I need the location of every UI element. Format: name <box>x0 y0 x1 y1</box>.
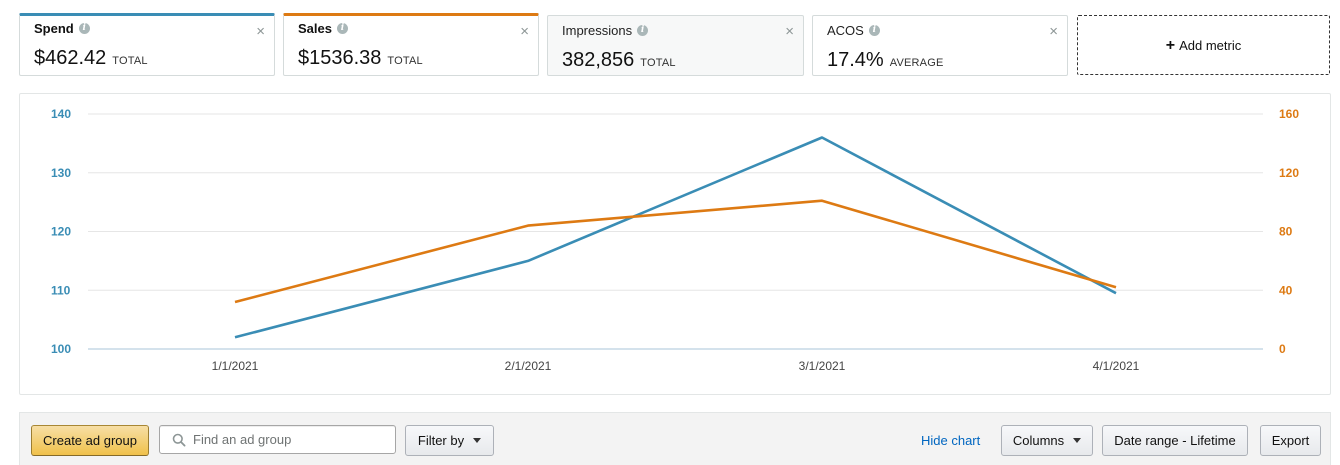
metric-label: Impressions <box>562 23 633 38</box>
date-range-button[interactable]: Date range - Lifetime <box>1102 425 1248 456</box>
metric-header: Sales i <box>298 21 348 36</box>
ad-group-toolbar: Create ad group Filter by Hide chart Col… <box>19 412 1331 465</box>
columns-label: Columns <box>1012 433 1065 448</box>
metric-value-row: 382,856 TOTAL <box>562 49 676 72</box>
x-tick-label: 2/1/2021 <box>505 359 552 373</box>
metric-suffix: TOTAL <box>640 57 676 69</box>
metric-suffix: AVERAGE <box>889 57 944 69</box>
close-icon[interactable]: × <box>1049 23 1058 40</box>
line-chart: 100 110 120 130 140 0 40 80 120 160 1/1/2021 2/1/20… <box>51 107 1299 373</box>
search-field[interactable] <box>159 425 396 454</box>
y-right-tick-label: 160 <box>1279 107 1299 121</box>
info-icon[interactable]: i <box>78 23 90 34</box>
metric-label: Sales <box>298 21 332 36</box>
create-ad-group-label: Create ad group <box>43 433 137 448</box>
metric-card-acos[interactable]: ACOS i × 17.4% AVERAGE <box>812 15 1068 76</box>
metric-header: Impressions i <box>562 23 649 38</box>
chevron-down-icon <box>473 438 482 443</box>
y-right-tick-label: 120 <box>1279 166 1299 180</box>
metric-header: ACOS i <box>827 23 880 38</box>
date-range-label: Date range - Lifetime <box>1114 433 1236 448</box>
export-button[interactable]: Export <box>1260 425 1321 456</box>
metric-suffix: TOTAL <box>112 55 148 67</box>
add-metric-label: Add metric <box>1179 37 1242 53</box>
add-metric-button[interactable]: + Add metric <box>1077 15 1330 75</box>
plus-icon: + <box>1165 36 1176 54</box>
y-left-tick-label: 110 <box>51 283 71 297</box>
close-icon[interactable]: × <box>520 23 529 40</box>
series-line-sales <box>234 199 1117 304</box>
y-right-tick-label: 0 <box>1279 342 1286 356</box>
y-left-tick-label: 130 <box>51 166 71 180</box>
y-left-tick-label: 100 <box>51 342 71 356</box>
performance-chart: 100 110 120 130 140 0 40 80 120 160 1/1/2021 2/1/20… <box>19 93 1331 395</box>
info-icon[interactable]: i <box>637 25 649 36</box>
y-left-tick-label: 120 <box>51 225 71 239</box>
metric-card-impressions[interactable]: Impressions i × 382,856 TOTAL <box>547 15 804 76</box>
chevron-down-icon <box>1073 438 1082 443</box>
metric-value: $462.42 <box>34 47 107 69</box>
y-right-tick-label: 80 <box>1279 225 1293 239</box>
create-ad-group-button[interactable]: Create ad group <box>31 425 149 456</box>
y-right-tick-label: 40 <box>1279 283 1293 297</box>
metric-value: 382,856 <box>562 49 635 71</box>
close-icon[interactable]: × <box>256 23 265 40</box>
filter-by-dropdown[interactable]: Filter by <box>405 425 494 456</box>
x-tick-label: 1/1/2021 <box>212 359 259 373</box>
metric-value-row: $462.42 TOTAL <box>34 47 148 70</box>
y-left-tick-label: 140 <box>51 107 71 121</box>
metric-card-sales[interactable]: Sales i × $1536.38 TOTAL <box>283 13 539 76</box>
export-label: Export <box>1271 433 1310 448</box>
filter-by-label: Filter by <box>417 433 465 448</box>
metric-value: 17.4% <box>827 49 884 71</box>
metric-value-row: 17.4% AVERAGE <box>827 49 944 72</box>
hide-chart-link[interactable]: Hide chart <box>921 433 981 448</box>
metric-label: ACOS <box>827 23 864 38</box>
metric-header: Spend i <box>34 21 90 36</box>
info-icon[interactable]: i <box>868 25 880 36</box>
close-icon[interactable]: × <box>785 23 794 40</box>
info-icon[interactable]: i <box>336 23 348 34</box>
columns-dropdown[interactable]: Columns <box>1001 425 1093 456</box>
metric-suffix: TOTAL <box>387 55 423 67</box>
search-icon <box>171 432 187 448</box>
metric-card-spend[interactable]: Spend i × $462.42 TOTAL <box>19 13 275 76</box>
series-line-spend <box>234 136 1117 339</box>
metric-value-row: $1536.38 TOTAL <box>298 47 423 70</box>
metric-value: $1536.38 <box>298 47 382 69</box>
x-tick-label: 4/1/2021 <box>1093 359 1140 373</box>
x-tick-label: 3/1/2021 <box>799 359 846 373</box>
metric-label: Spend <box>34 21 74 36</box>
search-input[interactable] <box>193 432 393 447</box>
